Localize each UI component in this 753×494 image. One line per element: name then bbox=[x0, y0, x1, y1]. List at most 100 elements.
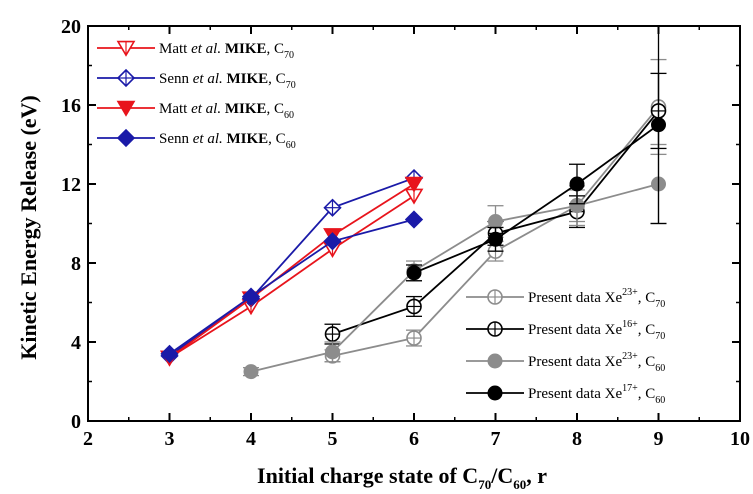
x-axis-title: Initial charge state of C70/C60, r bbox=[257, 463, 547, 492]
legend-entry: Present data Xe23+, C70 bbox=[466, 287, 665, 310]
legend-text-part: Matt bbox=[159, 41, 191, 57]
legend-sub: 70 bbox=[284, 50, 294, 61]
circle-marker bbox=[487, 353, 503, 369]
series-line bbox=[168, 218, 415, 355]
legend-italic: et al. bbox=[193, 131, 223, 147]
legend-label: Present data Xe23+, C70 bbox=[528, 287, 665, 310]
legend-text-part: Matt bbox=[159, 101, 191, 117]
x-tick-label: 2 bbox=[83, 428, 93, 450]
x-tick-label: 10 bbox=[730, 428, 750, 450]
circle-marker bbox=[243, 364, 259, 380]
data-point bbox=[569, 176, 585, 192]
legend-entry: Senn et al. MIKE, C60 bbox=[97, 128, 296, 151]
circle-marker bbox=[487, 385, 503, 401]
legend-entry: Present data Xe23+, C60 bbox=[466, 351, 665, 374]
data-point bbox=[116, 68, 136, 88]
circle-marker bbox=[406, 265, 422, 281]
data-point bbox=[243, 364, 259, 380]
legend-text-part: , C bbox=[268, 131, 286, 147]
series-1 bbox=[160, 188, 424, 367]
data-point bbox=[116, 128, 136, 148]
legend-text-part: Senn bbox=[159, 131, 193, 147]
legend-sup: 23+ bbox=[622, 287, 638, 298]
legend-text-part: Present data Xe bbox=[528, 290, 622, 306]
legend-text-part: Present data Xe bbox=[528, 386, 622, 402]
legend-text-part: , C bbox=[267, 101, 285, 117]
data-point bbox=[241, 287, 261, 306]
legend-layer: Matt et al. MIKE, C70 Senn et al. MIKE, … bbox=[97, 40, 665, 406]
data-point bbox=[323, 232, 342, 251]
series-4 bbox=[160, 210, 424, 363]
y-tick-label: 12 bbox=[61, 174, 81, 196]
x-tick-label: 8 bbox=[572, 428, 582, 450]
legend-entry: Matt et al. MIKE, C60 bbox=[97, 100, 294, 121]
legend-label: Present data Xe23+, C60 bbox=[528, 351, 665, 374]
diamond-marker bbox=[160, 344, 179, 363]
series-8 bbox=[406, 25, 667, 282]
x-axis-title-part: Initial charge state of C bbox=[257, 463, 478, 488]
circle-marker bbox=[488, 214, 503, 230]
legend-label: Matt et al. MIKE, C60 bbox=[159, 101, 294, 121]
legend-bold: MIKE bbox=[221, 41, 266, 57]
x-axis-title-part: , r bbox=[526, 463, 547, 488]
diamond-marker bbox=[404, 210, 424, 229]
data-point bbox=[404, 176, 424, 193]
data-point bbox=[488, 214, 503, 230]
series-line bbox=[168, 183, 415, 359]
data-point bbox=[488, 231, 503, 247]
legend-sub: 60 bbox=[655, 395, 665, 406]
circle-marker bbox=[651, 117, 666, 133]
legend-text-part: Present data Xe bbox=[528, 354, 622, 370]
legend-text-part: , C bbox=[638, 290, 656, 306]
y-tick-label: 16 bbox=[61, 95, 81, 117]
legend-text-part: Present data Xe bbox=[528, 322, 622, 338]
data-point bbox=[325, 344, 340, 360]
legend-label: Senn et al. MIKE, C60 bbox=[159, 131, 296, 151]
legend-sub: 60 bbox=[286, 140, 296, 151]
series-3 bbox=[160, 176, 424, 367]
legend-text-part: , C bbox=[638, 386, 656, 402]
data-point bbox=[116, 40, 136, 57]
legend-bold: MIKE bbox=[223, 131, 268, 147]
series-line bbox=[169, 195, 415, 359]
legend-text-part: , C bbox=[638, 354, 656, 370]
series-line bbox=[250, 183, 659, 373]
legend-text-part: , C bbox=[268, 71, 286, 87]
legend-sup: 23+ bbox=[622, 351, 638, 362]
data-point bbox=[487, 385, 503, 401]
ticks-layer: 2 3 4 5 6 7 8 9 10 0 4 8 12 16 20 bbox=[61, 16, 750, 450]
legend-text-part: , C bbox=[638, 322, 656, 338]
x-tick-label: 5 bbox=[328, 428, 338, 450]
y-tick-label: 20 bbox=[61, 16, 81, 38]
legend-bold: MIKE bbox=[223, 71, 268, 87]
x-tick-label: 9 bbox=[654, 428, 664, 450]
diamond-marker bbox=[241, 287, 261, 306]
x-axis-title-part: /C bbox=[490, 463, 513, 488]
y-tick-label: 8 bbox=[71, 253, 81, 275]
legend-sub: 70 bbox=[286, 80, 296, 91]
legend-text-part: , C bbox=[267, 41, 285, 57]
y-axis-title: Kinetic Energy Release (eV) bbox=[16, 95, 41, 360]
legend-sup: 16+ bbox=[622, 319, 638, 330]
series-layer bbox=[160, 25, 667, 380]
circle-marker bbox=[569, 176, 585, 192]
legend-italic: et al. bbox=[191, 101, 221, 117]
legend-italic: et al. bbox=[191, 41, 221, 57]
legend-entry: Present data Xe17+, C60 bbox=[466, 383, 665, 406]
y-tick-label: 4 bbox=[71, 332, 81, 354]
legend-label: Senn et al. MIKE, C70 bbox=[159, 71, 296, 91]
data-point bbox=[160, 344, 179, 363]
x-tick-label: 7 bbox=[491, 428, 501, 450]
circle-marker bbox=[325, 344, 340, 360]
legend-label: Present data Xe16+, C70 bbox=[528, 319, 665, 342]
data-point bbox=[651, 117, 666, 133]
data-point bbox=[487, 353, 503, 369]
legend-text-part: Senn bbox=[159, 71, 193, 87]
legend-label: Present data Xe17+, C60 bbox=[528, 383, 665, 406]
x-tick-label: 6 bbox=[409, 428, 419, 450]
data-point bbox=[406, 298, 422, 315]
x-axis-title-sub1: 70 bbox=[478, 477, 491, 492]
data-point bbox=[323, 198, 342, 217]
legend-sub: 60 bbox=[655, 363, 665, 374]
